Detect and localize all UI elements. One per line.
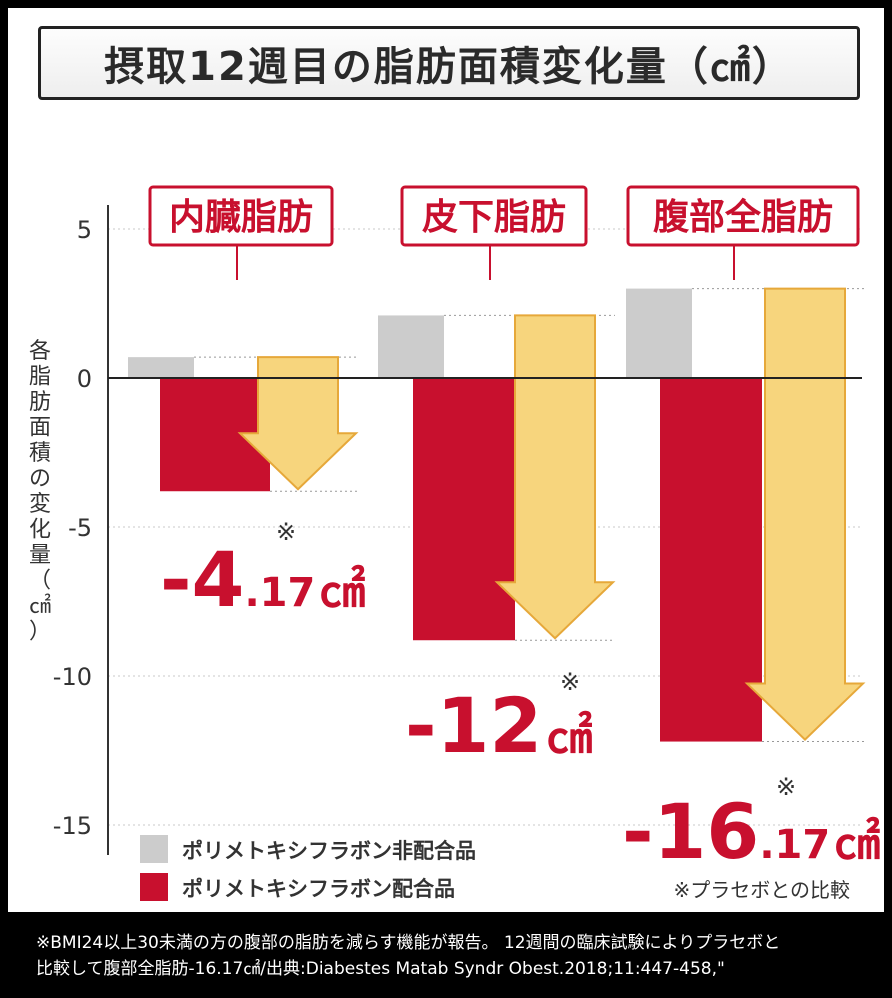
legend-swatch	[140, 873, 168, 901]
asterisk-mark: ※	[560, 668, 580, 696]
difference-value: -12	[405, 681, 542, 770]
y-axis-label-char: の	[29, 467, 51, 492]
category-label: 内臓脂肪	[148, 185, 334, 280]
y-axis-label-char: ）	[29, 620, 51, 645]
legend-label: ポリメトキシフラボン非配合品	[182, 839, 476, 863]
y-axis-label-char: 量	[29, 543, 51, 568]
y-tick-label: 0	[77, 365, 92, 393]
decrease-arrow	[237, 356, 359, 491]
decrease-arrow	[494, 314, 616, 640]
bar-chart: 50-5-10-15各脂肪面積の変化量（㎠）内臓脂肪-4.17㎠※皮下脂肪-12…	[29, 185, 880, 902]
y-axis-label-char: 肪	[29, 390, 51, 415]
y-tick-label: -10	[53, 663, 92, 691]
active-bar	[660, 378, 762, 742]
footnote: ※BMI24以上30未満の方の腹部の脂肪を減らす機能が報告。 12週間の臨床試験…	[0, 918, 892, 998]
legend-label: ポリメトキシフラボン配合品	[182, 877, 455, 901]
category-label-text: 腹部全脂肪	[653, 196, 833, 238]
placebo-bar	[128, 357, 194, 378]
difference-label: -12㎠	[405, 681, 592, 770]
y-axis-label-char: 面	[29, 416, 51, 441]
y-axis-label-char: 各	[29, 339, 51, 364]
asterisk-mark: ※	[776, 773, 796, 801]
category-label-box	[148, 185, 334, 247]
decrease-arrow	[744, 287, 866, 741]
comparison-note: ※プラセボとの比較	[673, 878, 850, 902]
category-label: 腹部全脂肪	[626, 185, 860, 280]
asterisk-mark: ※	[276, 518, 296, 546]
footnote-line-2: 比較して腹部全脂肪-16.17㎠/出典:Diabestes Matab Synd…	[36, 959, 725, 979]
chart-title-box: 摂取12週目の脂肪面積変化量（㎠）	[38, 26, 860, 100]
y-axis-label-char: 変	[29, 492, 51, 517]
difference-value: -4	[160, 535, 244, 624]
category-label-text: 内臓脂肪	[169, 197, 313, 238]
active-bar	[413, 378, 515, 641]
difference-decimal: .17	[759, 822, 830, 868]
category-label-box	[400, 185, 588, 247]
placebo-bar	[626, 288, 692, 378]
difference-value: -16	[622, 787, 759, 876]
difference-label: -16.17㎠	[622, 787, 880, 876]
y-tick-label: -15	[53, 812, 92, 840]
difference-unit: ㎠	[546, 709, 592, 763]
y-tick-label: -5	[68, 514, 92, 542]
y-axis-label-char: 積	[29, 441, 51, 466]
difference-unit: ㎠	[834, 815, 880, 869]
category-label-box	[626, 185, 860, 247]
footnote-line-1: ※BMI24以上30未満の方の腹部の脂肪を減らす機能が報告。 12週間の臨床試験…	[36, 933, 781, 953]
legend-swatch	[140, 835, 168, 863]
category-label-text: 皮下脂肪	[422, 197, 566, 238]
y-axis-label-char: ㎠	[29, 593, 51, 619]
difference-label: -4.17㎠	[160, 535, 365, 624]
chart-title: 摂取12週目の脂肪面積変化量（㎠）	[104, 44, 794, 90]
y-axis-label-char: 化	[29, 518, 51, 543]
placebo-bar	[378, 315, 444, 378]
y-axis-label-char: 脂	[29, 365, 51, 390]
category-label: 皮下脂肪	[400, 185, 588, 280]
difference-decimal: .17	[244, 570, 315, 616]
difference-unit: ㎠	[319, 563, 365, 617]
y-tick-label: 5	[77, 216, 92, 244]
y-axis-label-char: （	[29, 569, 51, 594]
